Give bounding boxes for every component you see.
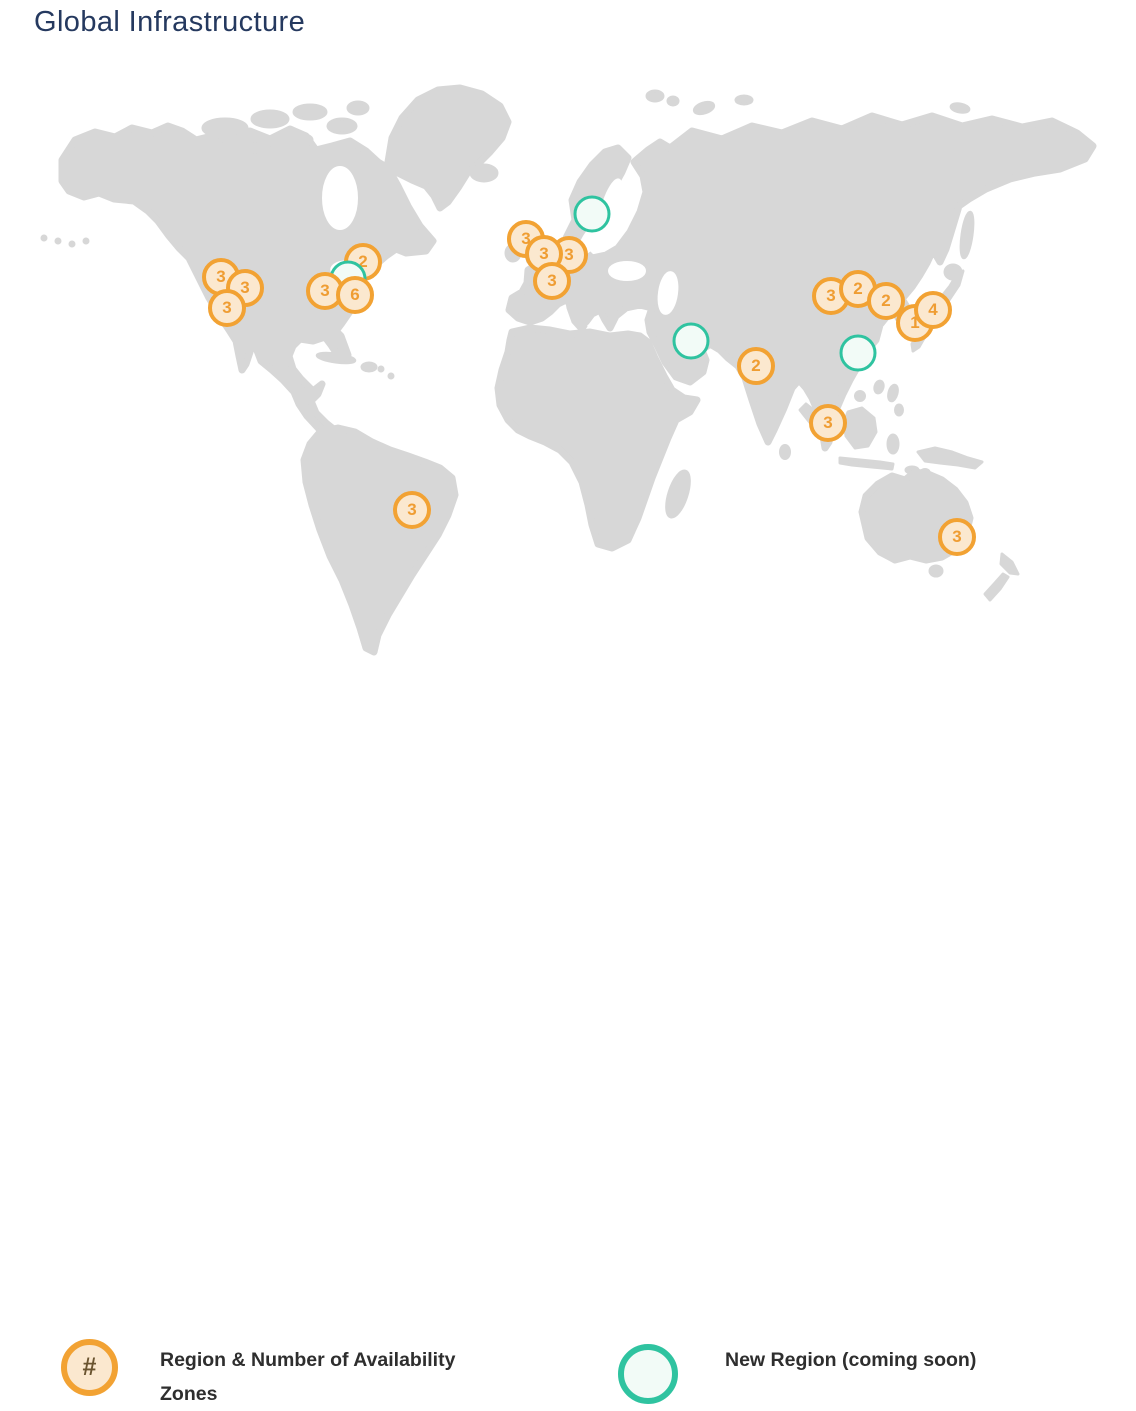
region-legend-hash: # xyxy=(82,1353,97,1381)
new-region-legend-label: New Region (coming soon) xyxy=(725,1349,977,1371)
new-region-marker xyxy=(573,195,611,233)
region-legend-icon: # xyxy=(61,1339,118,1396)
region-marker: 3 xyxy=(533,262,571,300)
global-infrastructure-page: Global Infrastructure xyxy=(0,6,1136,1405)
region-marker: 4 xyxy=(914,291,952,329)
region-legend-label: Region & Number of Availability Zones xyxy=(160,1349,456,1405)
region-marker: 6 xyxy=(336,276,374,314)
region-marker: 3 xyxy=(208,289,246,327)
region-marker: 2 xyxy=(737,347,775,385)
new-region-marker xyxy=(672,322,710,360)
new-region-legend-icon xyxy=(618,1344,678,1404)
region-marker: 3 xyxy=(809,404,847,442)
new-region-marker xyxy=(839,334,877,372)
region-marker: 3 xyxy=(393,491,431,529)
page-title: Global Infrastructure xyxy=(34,6,306,38)
region-marker: 3 xyxy=(938,518,976,556)
legend: # Region & Number of Availability Zones … xyxy=(0,660,1136,1405)
